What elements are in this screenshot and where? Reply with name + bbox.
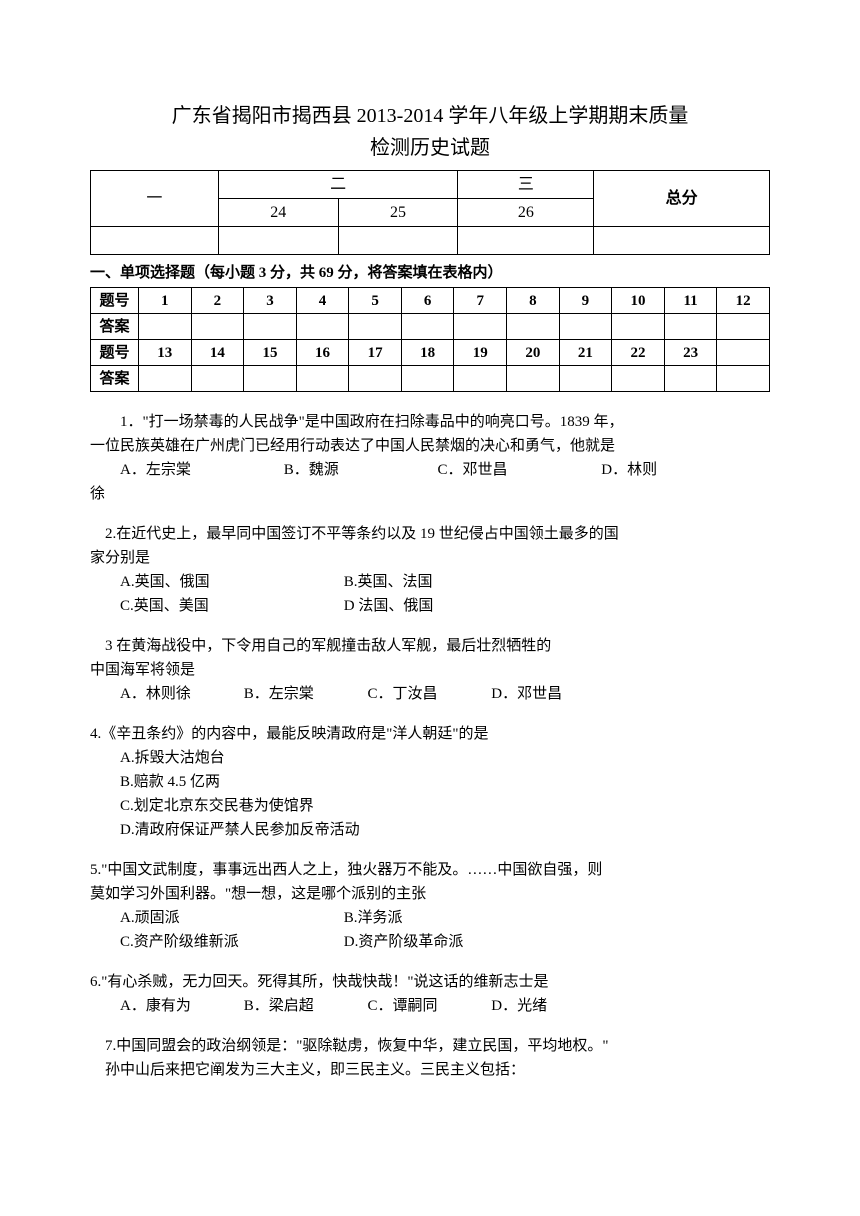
question-3: 3 在黄海战役中，下令用自己的军舰撞击敌人军舰，最后壮烈牺牲的 中国海军将领是 … [90,634,770,706]
q3-opt-b: B．左宗棠 [244,682,364,706]
answer-row-header-2: 题号 13 14 15 16 17 18 19 20 21 22 23 [91,340,770,366]
q3-line1: 3 在黄海战役中，下令用自己的军舰撞击敌人军舰，最后壮烈牺牲的 [90,634,770,658]
title-line2: 检测历史试题 [90,132,770,164]
q5-opt-d: D.资产阶级革命派 [344,934,464,950]
question-5: 5."中国文武制度，事事远出西人之上，独火器万不能及。……中国欲自强，则 莫如学… [90,858,770,954]
score-sub-26: 26 [458,199,594,227]
score-col-total: 总分 [594,171,770,227]
q6-opt-d: D．光绪 [491,998,547,1014]
answer-row-blank-1: 答案 [91,314,770,340]
q4-options: A.拆毁大沽炮台 B.赔款 4.5 亿两 C.划定北京东交民巷为使馆界 D.清政… [90,746,770,842]
score-col-3: 三 [458,171,594,199]
title-line1: 广东省揭阳市揭西县 2013-2014 学年八年级上学期期末质量 [90,100,770,132]
q1-line2: 一位民族英雄在广州虎门已经用行动表达了中国人民禁烟的决心和勇气，他就是 [90,434,770,458]
question-4: 4.《辛丑条约》的内容中，最能反映清政府是"洋人朝廷"的是 A.拆毁大沽炮台 B… [90,722,770,842]
score-blank [594,227,770,255]
q6-opt-a: A．康有为 [120,994,240,1018]
q4-opt-b: B.赔款 4.5 亿两 [120,770,770,794]
q1-options: A．左宗棠 B．魏源 C．邓世昌 D．林则 [90,458,770,482]
q5-options: A.顽固派 B.洋务派 C.资产阶级维新派 D.资产阶级革命派 [90,906,770,954]
score-table: 一 二 三 总分 24 25 26 [90,170,770,255]
section-1-header: 一、单项选择题（每小题 3 分，共 69 分，将答案填在表格内） [90,261,770,285]
q6-text: 6."有心杀贼，无力回天。死得其所，快哉快哉！"说这话的维新志士是 [90,970,770,994]
q6-opt-b: B．梁启超 [244,994,364,1018]
label-answer: 答案 [91,314,139,340]
q2-opt-b: B.英国、法国 [344,574,433,590]
label-qnum: 题号 [91,340,139,366]
q5-opt-c: C.资产阶级维新派 [120,930,340,954]
q5-line1: 5."中国文武制度，事事远出西人之上，独火器万不能及。……中国欲自强，则 [90,858,770,882]
label-answer: 答案 [91,366,139,392]
answer-row-header-1: 题号 1 2 3 4 5 6 7 8 9 10 11 12 [91,288,770,314]
q3-opt-c: C．丁汝昌 [368,682,488,706]
q1-opt-d2: 徐 [90,482,770,506]
q6-options: A．康有为 B．梁启超 C．谭嗣同 D．光绪 [90,994,770,1018]
answer-row-blank-2: 答案 [91,366,770,392]
page-title: 广东省揭阳市揭西县 2013-2014 学年八年级上学期期末质量 检测历史试题 [90,100,770,164]
q4-text: 4.《辛丑条约》的内容中，最能反映清政府是"洋人朝廷"的是 [90,722,770,746]
question-6: 6."有心杀贼，无力回天。死得其所，快哉快哉！"说这话的维新志士是 A．康有为 … [90,970,770,1018]
question-2: 2.在近代史上，最早同中国签订不平等条约以及 19 世纪侵占中国领土最多的国 家… [90,522,770,618]
score-blank [218,227,338,255]
q1-opt-a: A．左宗棠 [120,458,280,482]
label-qnum: 题号 [91,288,139,314]
q5-opt-b: B.洋务派 [344,910,403,926]
score-col-1: 一 [91,171,219,227]
q1-opt-c: C．邓世昌 [438,458,598,482]
q1-line1: 1．"打一场禁毒的人民战争"是中国政府在扫除毒品中的响亮口号。1839 年， [90,410,770,434]
q5-line2: 莫如学习外国利器。"想一想，这是哪个派别的主张 [90,882,770,906]
q7-line2: 孙中山后来把它阐发为三大主义，即三民主义。三民主义包括： [90,1058,770,1082]
score-blank [458,227,594,255]
question-1: 1．"打一场禁毒的人民战争"是中国政府在扫除毒品中的响亮口号。1839 年， 一… [90,410,770,506]
score-blank [338,227,458,255]
q1-opt-d: D．林则 [601,458,657,482]
score-sub-24: 24 [218,199,338,227]
q4-opt-a: A.拆毁大沽炮台 [120,746,770,770]
q4-opt-c: C.划定北京东交民巷为使馆界 [120,794,770,818]
answer-table: 题号 1 2 3 4 5 6 7 8 9 10 11 12 答案 题号 13 1… [90,287,770,392]
q7-line1: 7.中国同盟会的政治纲领是："驱除鞑虏，恢复中华，建立民国，平均地权。" [90,1034,770,1058]
score-col-2: 二 [218,171,458,199]
q2-line2: 家分别是 [90,546,770,570]
score-sub-25: 25 [338,199,458,227]
question-7: 7.中国同盟会的政治纲领是："驱除鞑虏，恢复中华，建立民国，平均地权。" 孙中山… [90,1034,770,1082]
q5-opt-a: A.顽固派 [120,906,340,930]
q3-options: A．林则徐 B．左宗棠 C．丁汝昌 D．邓世昌 [90,682,770,706]
q1-opt-b: B．魏源 [284,458,434,482]
q2-line1: 2.在近代史上，最早同中国签订不平等条约以及 19 世纪侵占中国领土最多的国 [90,522,770,546]
score-blank [91,227,219,255]
q4-opt-d: D.清政府保证严禁人民参加反帝活动 [120,818,770,842]
q2-opt-d: D 法国、俄国 [344,598,434,614]
q2-opt-c: C.英国、美国 [120,594,340,618]
q2-options: A.英国、俄国 B.英国、法国 C.英国、美国 D 法国、俄国 [90,570,770,618]
q2-opt-a: A.英国、俄国 [120,570,340,594]
q3-opt-a: A．林则徐 [120,682,240,706]
q6-opt-c: C．谭嗣同 [368,994,488,1018]
q3-opt-d: D．邓世昌 [491,686,562,702]
q3-line2: 中国海军将领是 [90,658,770,682]
